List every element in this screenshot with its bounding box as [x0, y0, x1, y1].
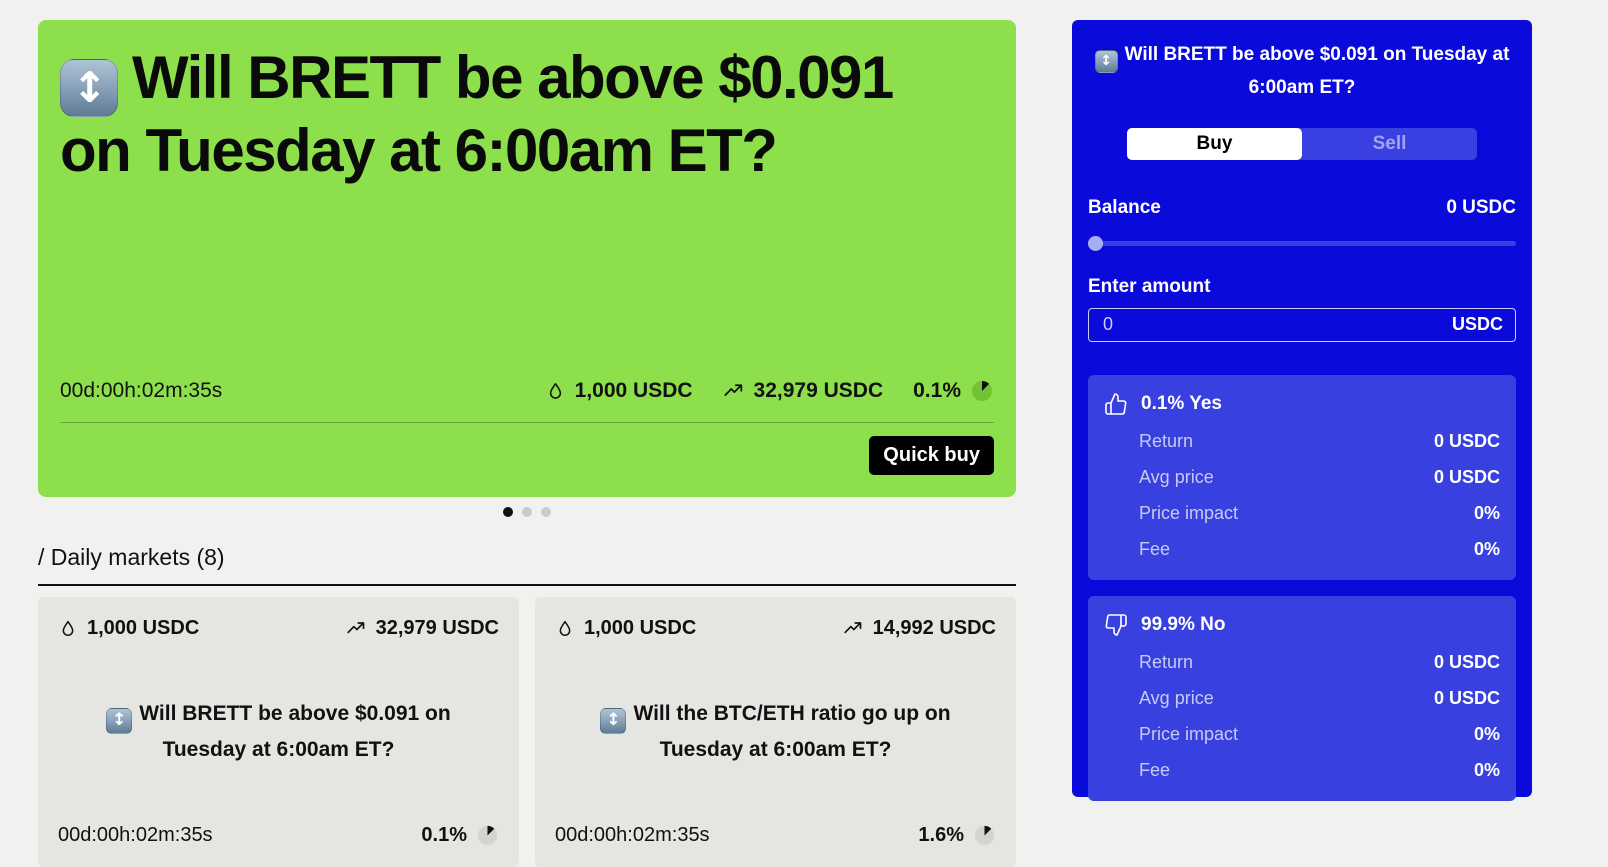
market-title: ↕ Will BRETT be above $0.091 on Tuesday a… [69, 698, 489, 765]
yes-price-impact-row: Price impact 0% [1139, 503, 1500, 524]
no-avg-price-row: Avg price 0 USDC [1139, 688, 1500, 709]
balance-slider[interactable] [1088, 235, 1516, 251]
chance-stat: 0.1% [913, 379, 994, 403]
liquidity-value: 1,000 USDC [87, 617, 200, 639]
thumbs-up-icon [1105, 392, 1127, 415]
market-card-list: 1,000 USDC 32,979 USDC ↕ Will BRETT be ab… [38, 597, 1016, 867]
amount-currency-label: USDC [1451, 314, 1503, 335]
yes-outcome-card[interactable]: 0.1% Yes Return 0 USDC Avg price 0 USDC Pr… [1088, 374, 1516, 580]
carousel-dot-1[interactable] [503, 507, 513, 517]
updown-arrow-icon: ↕ [60, 58, 118, 117]
volume-value: 32,979 USDC [753, 379, 884, 402]
row-label: Fee [1139, 759, 1171, 780]
trade-panel-title-text: Will BRETT be above $0.091 on Tuesday at… [1124, 44, 1510, 99]
volume-value: 14,992 USDC [872, 617, 996, 639]
balance-label: Balance [1088, 196, 1161, 218]
row-value: 0% [1473, 502, 1500, 523]
trend-up-icon [346, 622, 364, 634]
chance-value: 1.6% [918, 824, 964, 846]
featured-market-card[interactable]: ↕ Will BRETT be above $0.091 on Tuesday a… [38, 20, 1016, 497]
liquidity-value: 1,000 USDC [584, 617, 697, 639]
carousel-dot-2[interactable] [522, 507, 532, 517]
hero-divider [60, 422, 994, 423]
market-title-text: Will the BTC/ETH ratio go up on Tuesday … [633, 702, 951, 762]
row-value: 0% [1473, 759, 1500, 780]
chance-value: 0.1% [421, 824, 467, 846]
volume-stat: 14,992 USDC [843, 617, 996, 640]
countdown-timer: 00d:00h:02m:35s [58, 824, 213, 846]
liquidity-stat: 1,000 USDC [555, 617, 696, 640]
amount-field[interactable]: USDC [1088, 307, 1516, 342]
chance-value: 0.1% [913, 379, 961, 402]
row-value: 0 USDC [1433, 651, 1500, 672]
volume-stat: 32,979 USDC [346, 617, 499, 640]
featured-market-stats: 00d:00h:02m:35s 1,000 USDC 32,979 USDC 0… [60, 379, 994, 403]
updown-arrow-icon: ↕ [600, 708, 627, 735]
pie-icon [974, 825, 995, 846]
volume-stat: 32,979 USDC [723, 379, 884, 403]
droplet-icon [549, 382, 561, 399]
droplet-icon [559, 620, 571, 636]
balance-value: 0 USDC [1446, 196, 1516, 218]
liquidity-stat: 1,000 USDC [545, 379, 693, 403]
liquidity-stat: 1,000 USDC [58, 617, 199, 640]
featured-market-title: ↕ Will BRETT be above $0.091 on Tuesday a… [60, 44, 940, 185]
market-card[interactable]: 1,000 USDC 32,979 USDC ↕ Will BRETT be ab… [38, 597, 519, 867]
trade-panel: ↕ Will BRETT be above $0.091 on Tuesday a… [1072, 20, 1532, 801]
slider-handle[interactable] [1088, 235, 1103, 251]
market-title: ↕ Will the BTC/ETH ratio go up on Tuesday… [566, 698, 986, 765]
market-title-text: Will BRETT be above $0.091 on Tuesday at… [139, 702, 451, 762]
pie-icon [972, 381, 992, 401]
amount-input[interactable] [1101, 313, 1365, 337]
row-value: 0 USDC [1433, 466, 1500, 487]
row-label: Avg price [1139, 466, 1214, 487]
slider-track [1088, 240, 1516, 246]
trend-up-icon [843, 622, 861, 634]
row-label: Price impact [1139, 502, 1239, 523]
daily-markets-heading: / Daily markets (8) [38, 544, 1016, 586]
no-fee-row: Fee 0% [1139, 760, 1500, 781]
pie-icon [477, 825, 498, 846]
droplet-icon [62, 620, 74, 636]
thumbs-down-icon [1105, 613, 1127, 636]
row-value: 0 USDC [1433, 430, 1500, 451]
chance-stat: 1.6% [918, 824, 996, 847]
row-label: Price impact [1139, 723, 1239, 744]
no-return-row: Return 0 USDC [1139, 652, 1500, 673]
row-value: 0% [1473, 723, 1500, 744]
countdown-timer: 00d:00h:02m:35s [60, 379, 223, 402]
trade-panel-title: ↕ Will BRETT be above $0.091 on Tuesday a… [1094, 40, 1510, 103]
no-price-impact-row: Price impact 0% [1139, 724, 1500, 745]
yes-fee-row: Fee 0% [1139, 539, 1500, 560]
updown-arrow-icon: ↕ [1094, 50, 1118, 74]
row-label: Return [1139, 430, 1194, 451]
quick-buy-button[interactable]: Quick buy [869, 436, 994, 475]
buy-sell-toggle: Buy Sell [1127, 127, 1477, 160]
row-label: Fee [1139, 538, 1171, 559]
carousel-dot-3[interactable] [541, 507, 551, 517]
carousel-dots [38, 507, 1016, 517]
yes-avg-price-row: Avg price 0 USDC [1139, 467, 1500, 488]
row-value: 0 USDC [1433, 687, 1500, 708]
trend-up-icon [723, 384, 742, 396]
amount-label: Enter amount [1088, 275, 1211, 297]
chance-stat: 0.1% [421, 824, 499, 847]
row-label: Avg price [1139, 687, 1214, 708]
volume-value: 32,979 USDC [375, 617, 499, 639]
no-header: 99.9% No [1141, 613, 1226, 635]
row-value: 0% [1473, 538, 1500, 559]
liquidity-value: 1,000 USDC [574, 379, 693, 402]
tab-sell[interactable]: Sell [1372, 132, 1407, 154]
featured-market-title-text: Will BRETT be above $0.091 on Tuesday at… [60, 44, 894, 184]
tab-buy[interactable]: Buy [1127, 127, 1302, 160]
countdown-timer: 00d:00h:02m:35s [555, 824, 710, 846]
no-outcome-card[interactable]: 99.9% No Return 0 USDC Avg price 0 USDC Pr… [1088, 595, 1516, 801]
yes-return-row: Return 0 USDC [1139, 431, 1500, 452]
market-card[interactable]: 1,000 USDC 14,992 USDC ↕ Will the BTC/ETH… [535, 597, 1016, 867]
main-column: ↕ Will BRETT be above $0.091 on Tuesday a… [38, 20, 1016, 867]
row-label: Return [1139, 651, 1194, 672]
yes-header: 0.1% Yes [1141, 392, 1223, 414]
updown-arrow-icon: ↕ [106, 708, 133, 735]
